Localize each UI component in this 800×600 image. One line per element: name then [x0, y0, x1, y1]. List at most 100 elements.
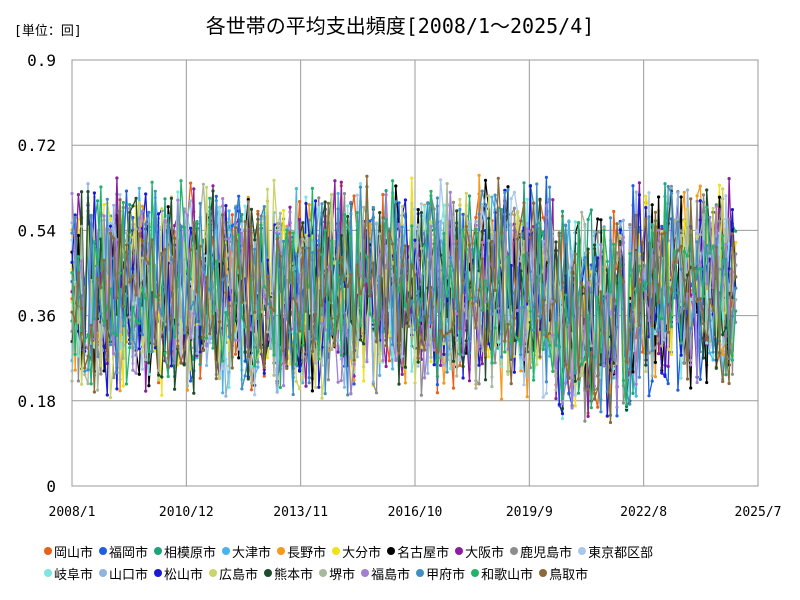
data-point — [342, 192, 347, 196]
data-point — [535, 363, 539, 367]
data-point — [621, 379, 626, 383]
data-point — [660, 317, 664, 321]
data-point — [70, 221, 74, 225]
legend-marker-icon — [455, 547, 464, 555]
data-point — [663, 195, 667, 199]
data-point — [282, 266, 286, 270]
data-point — [221, 367, 225, 371]
data-point — [551, 302, 555, 306]
data-point — [663, 329, 667, 333]
data-point — [695, 229, 699, 233]
data-point — [118, 193, 122, 197]
data-point — [554, 397, 558, 401]
data-point — [173, 361, 177, 365]
data-point — [419, 318, 423, 322]
data-point — [721, 308, 725, 312]
data-point — [83, 369, 87, 373]
data-point — [378, 253, 382, 257]
data-point — [147, 361, 151, 365]
data-point — [657, 352, 661, 356]
data-point — [397, 201, 401, 205]
data-point — [650, 349, 654, 353]
data-point — [455, 307, 459, 311]
data-point — [140, 209, 145, 213]
data-point — [592, 355, 597, 359]
data-point — [317, 248, 321, 252]
data-point — [429, 320, 433, 325]
data-point — [557, 402, 561, 406]
data-point — [323, 292, 327, 296]
data-point — [525, 395, 529, 399]
data-point — [426, 314, 430, 318]
data-point — [554, 240, 558, 244]
data-point — [288, 205, 292, 209]
legend-label: 大津市 — [232, 545, 272, 561]
data-point — [605, 259, 609, 264]
data-point — [70, 260, 74, 264]
data-point — [237, 194, 241, 198]
data-point — [105, 197, 109, 201]
data-point — [237, 356, 241, 360]
data-point — [634, 382, 638, 386]
data-point — [320, 202, 324, 206]
data-point — [195, 322, 199, 326]
data-point — [108, 343, 113, 347]
data-point — [650, 379, 654, 383]
data-point — [692, 290, 696, 294]
data-point — [134, 345, 138, 349]
data-point — [423, 244, 427, 248]
data-point — [217, 320, 222, 324]
data-point — [153, 342, 157, 347]
data-point — [557, 345, 561, 349]
data-point — [695, 194, 699, 198]
data-point — [198, 350, 202, 354]
data-point — [99, 372, 103, 376]
data-point — [564, 381, 568, 385]
data-point — [221, 197, 225, 201]
data-point — [554, 366, 558, 370]
data-point — [144, 192, 148, 196]
data-point — [394, 358, 398, 362]
data-point — [330, 347, 334, 351]
data-point — [140, 286, 145, 290]
data-point — [233, 206, 238, 210]
data-point — [717, 219, 722, 223]
data-point — [240, 213, 244, 217]
data-point — [134, 319, 138, 323]
data-point — [541, 269, 545, 273]
data-point — [298, 329, 302, 333]
data-point — [173, 387, 177, 391]
data-point — [650, 203, 654, 207]
data-point — [349, 200, 353, 204]
data-point — [596, 282, 600, 286]
data-point — [480, 240, 484, 245]
data-point — [522, 305, 526, 309]
data-point — [201, 265, 205, 269]
data-point — [205, 185, 209, 189]
data-point — [108, 231, 113, 235]
data-point — [429, 224, 433, 228]
data-point — [727, 267, 731, 271]
data-point — [157, 293, 161, 297]
data-point — [269, 305, 273, 309]
data-point — [192, 312, 196, 316]
data-point — [554, 299, 558, 303]
data-point — [471, 301, 475, 306]
data-point — [544, 334, 549, 339]
data-point — [458, 326, 462, 330]
data-point — [685, 292, 690, 296]
data-point — [108, 224, 113, 228]
data-point — [730, 372, 735, 376]
series-line — [71, 183, 737, 412]
data-point — [493, 326, 497, 330]
legend-label: 長野市 — [287, 545, 327, 561]
data-point — [243, 374, 247, 378]
data-point — [685, 254, 690, 258]
data-point — [653, 303, 658, 307]
data-point — [80, 306, 84, 310]
data-point — [477, 173, 481, 177]
data-point — [570, 254, 574, 258]
data-point — [137, 321, 141, 325]
data-point — [262, 205, 266, 209]
data-point — [163, 351, 167, 355]
